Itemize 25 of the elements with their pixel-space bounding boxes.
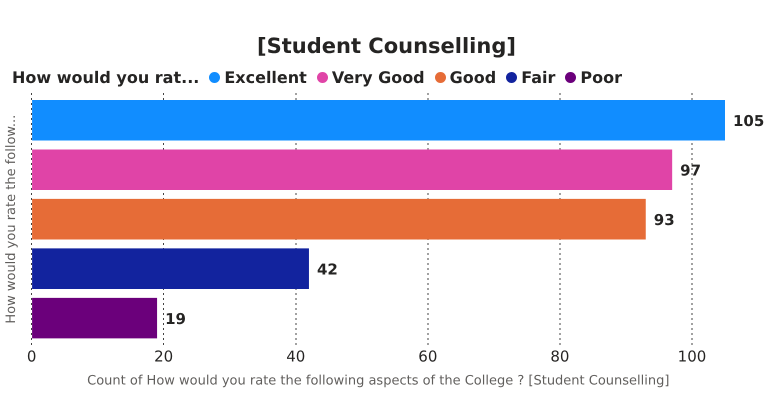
data-label: 42 <box>316 260 338 279</box>
legend-label: Fair <box>521 68 556 87</box>
data-label: 19 <box>165 310 186 328</box>
legend-label: Excellent <box>224 68 307 87</box>
bar <box>32 149 672 190</box>
x-tick-label: 60 <box>418 347 438 366</box>
x-tick-label: 0 <box>26 347 36 366</box>
x-tick-label: 100 <box>678 347 706 366</box>
x-axis-title: Count of How would you rate the following aspects of the College ? [Student Counselling] <box>87 374 670 389</box>
data-label: 93 <box>654 211 675 230</box>
data-label: 105 <box>733 112 764 130</box>
bar <box>32 198 646 240</box>
x-tick-label: 40 <box>286 347 306 366</box>
legend-title: How would you rat... <box>12 68 200 87</box>
legend-label: Very Good <box>332 68 425 87</box>
legend-label: Good <box>450 68 496 87</box>
y-axis-title: How would you rate the follow... <box>4 114 20 324</box>
legend-label: Poor <box>580 68 622 87</box>
chart-title: [Student Counselling] <box>256 34 517 58</box>
x-tick-label: 80 <box>550 347 570 366</box>
bar <box>32 298 158 338</box>
bar <box>32 248 309 289</box>
data-label: 97 <box>680 162 702 180</box>
x-tick-label: 20 <box>154 347 174 366</box>
bar <box>32 100 725 141</box>
